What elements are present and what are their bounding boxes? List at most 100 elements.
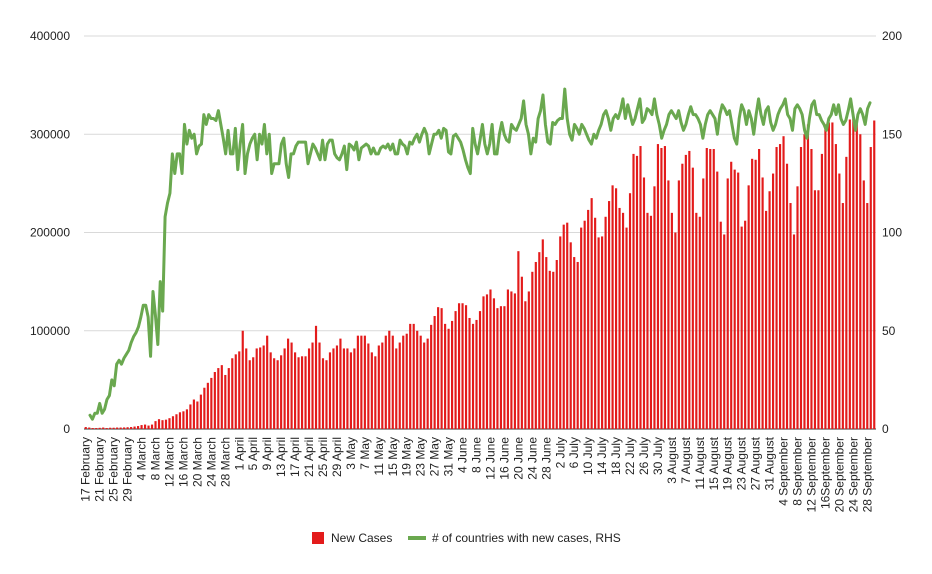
new-cases-bar [587,209,590,429]
new-cases-bar [304,356,307,429]
new-cases-bar [649,215,653,429]
x-tick-label: 7 May [358,437,372,470]
left-tick-label: 0 [63,422,70,436]
x-tick-label: 13 April [274,437,288,477]
x-axis-ticks: 17 February 21 February 25 February 29 Febr… [79,436,875,512]
new-cases-bar [566,222,569,429]
x-tick-label: 17 February [79,437,93,502]
new-cases-bar [792,234,796,429]
x-tick-label: 10 July [581,437,595,475]
new-cases-bar [758,148,761,430]
new-cases-bar [768,191,771,429]
new-cases-bar [154,421,157,429]
new-cases-bar [684,154,687,429]
new-cases-bar [520,276,523,429]
new-cases-bar [705,148,708,429]
new-cases-bar [213,372,216,429]
new-cases-bar [513,293,516,429]
new-cases-bar [91,428,94,429]
new-cases-bar [419,335,422,429]
new-cases-bar [199,394,202,429]
new-cases-bar [273,358,276,429]
new-cases-bar [161,420,164,429]
new-cases-bar [562,224,565,429]
new-cases-bar [196,401,199,429]
new-cases-bar [283,348,286,429]
new-cases-bar [531,271,534,429]
new-cases-bar [248,360,251,429]
new-cases-bar [112,427,115,429]
new-cases-bar [175,414,178,429]
x-tick-label: 8 March [149,437,163,480]
new-cases-bar [451,320,454,429]
new-cases-bar [838,173,841,429]
new-cases-bar [726,178,729,429]
new-cases-bar [126,427,129,429]
new-cases-bar [670,212,673,429]
new-cases-bar [318,342,321,429]
new-cases-bar [775,147,778,429]
new-cases-bar [168,418,171,429]
x-tick-label: 22 July [623,437,637,475]
new-cases-bar [580,227,583,429]
x-tick-label: 19 May [400,437,414,476]
new-cases-bar [150,424,154,429]
new-cases-bar [335,345,339,429]
new-cases-bar [374,356,377,429]
new-cases-bar [311,342,314,429]
new-cases-bar [143,424,147,429]
new-cases-bar [461,303,464,429]
new-cases-bar [618,207,621,429]
new-cases-bar [813,190,817,429]
new-cases-bar [866,203,869,429]
countries-line [88,87,872,421]
new-cases-bar [492,298,496,429]
new-cases-bar [377,345,380,429]
new-cases-bar [642,177,646,429]
x-tick-label: 20 June [511,437,525,480]
new-cases-bar [621,212,625,429]
new-cases-bar [280,355,283,429]
new-cases-bar [353,348,356,429]
new-cases-bar [402,335,405,429]
new-cases-bar [799,147,803,429]
x-tick-label: 17 April [288,437,302,477]
new-cases-bar [845,156,848,429]
new-cases-bar [224,374,227,429]
new-cases-bar [178,412,182,429]
x-tick-label: 27 May [428,437,442,476]
legend: New Cases # of countries with new cases, … [312,531,621,545]
new-cases-bar [342,348,346,429]
new-cases-bar [290,342,293,429]
new-cases-bar [873,120,876,429]
new-cases-bar [192,399,195,429]
right-tick-label: 150 [882,127,902,141]
new-cases-bar [576,261,579,429]
new-cases-bar [628,193,632,429]
new-cases-bar [88,427,91,429]
new-cases-bar [457,303,461,429]
new-cases-bar [611,185,614,429]
x-tick-label: 12 June [483,437,497,480]
new-cases-bar [625,227,628,429]
left-tick-label: 100000 [30,324,70,338]
new-cases-bar [639,146,642,430]
new-cases-bar [527,291,530,429]
new-cases-bar [423,342,426,429]
left-tick-label: 400000 [30,29,70,43]
new-cases-bar [569,242,572,429]
new-cases-bar [862,180,865,429]
x-tick-label: 15 May [386,437,400,476]
new-cases-bar [255,348,258,429]
new-cases-bar [677,180,680,429]
new-cases-bar [109,427,112,429]
x-tick-label: 3 May [344,437,358,470]
new-cases-bar [332,348,335,429]
new-cases-bar [524,301,527,429]
new-cases-bar [360,335,363,429]
x-tick-label: 30 July [651,437,665,475]
new-cases-bar [765,210,768,429]
new-cases-bar [771,173,775,429]
new-cases-bar [747,185,750,429]
new-cases-bar [834,144,837,429]
